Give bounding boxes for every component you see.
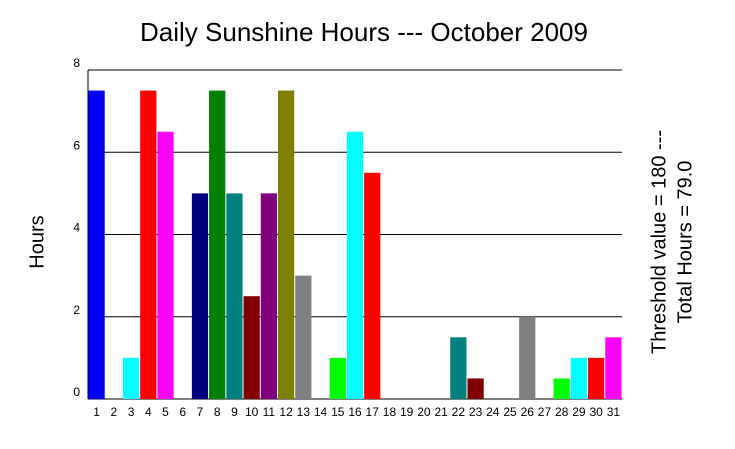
- x-tick-label: 12: [279, 405, 293, 419]
- x-tick-label: 13: [297, 405, 311, 419]
- bar: [226, 193, 243, 399]
- x-tick-label: 2: [110, 405, 117, 419]
- x-tick-label: 10: [245, 405, 259, 419]
- bar: [588, 357, 605, 399]
- x-tick-label: 23: [469, 405, 483, 419]
- x-tick-label: 11: [263, 405, 276, 419]
- x-tick-label: 19: [400, 405, 414, 419]
- x-tick-label: 18: [383, 405, 397, 419]
- x-tick-label: 14: [314, 405, 328, 419]
- x-tick-label: 9: [231, 405, 238, 419]
- x-tick-label: 30: [589, 405, 603, 419]
- x-tick-label: 29: [572, 405, 586, 419]
- bar: [364, 172, 381, 399]
- x-tick-label: 15: [331, 405, 345, 419]
- bar: [467, 378, 484, 399]
- y-tick-label: 0: [73, 385, 80, 399]
- bar: [277, 90, 295, 399]
- y-tick-label: 8: [73, 56, 80, 70]
- annotation: Threshold value = 180 ---: [648, 130, 670, 354]
- annotation: Total Hours = 79.0: [674, 161, 696, 324]
- x-tick-label: 5: [162, 405, 169, 419]
- bar: [519, 316, 536, 399]
- bar: [329, 357, 346, 399]
- x-tick-label: 26: [521, 405, 535, 419]
- x-tick-label: 4: [145, 405, 152, 419]
- x-tick-label: 31: [607, 405, 621, 419]
- y-tick-label: 2: [73, 303, 80, 317]
- y-axis-label: Hours: [26, 215, 48, 268]
- bar: [157, 131, 174, 399]
- bar: [450, 337, 467, 399]
- bar: [553, 378, 570, 399]
- x-tick-label: 22: [452, 405, 466, 419]
- bar: [260, 193, 277, 399]
- x-tick-label: 3: [128, 405, 135, 419]
- x-tick-label: 7: [197, 405, 204, 419]
- bar: [295, 275, 312, 399]
- x-tick-label: 8: [214, 405, 221, 419]
- x-tick-label: 28: [555, 405, 569, 419]
- bar: [88, 90, 105, 399]
- bar: [605, 337, 622, 399]
- bar: [191, 193, 209, 399]
- chart-title: Daily Sunshine Hours --- October 2009: [140, 17, 588, 47]
- x-tick-label: 20: [417, 405, 431, 419]
- y-tick-label: 6: [73, 138, 80, 152]
- x-tick-label: 1: [93, 405, 100, 419]
- bar: [209, 90, 226, 399]
- bar: [140, 90, 157, 399]
- bar: [346, 131, 364, 399]
- x-tick-label: 16: [348, 405, 362, 419]
- bar: [570, 357, 588, 399]
- bar: [243, 296, 260, 399]
- x-tick-label: 6: [179, 405, 186, 419]
- x-tick-label: 24: [486, 405, 500, 419]
- bar: [122, 357, 140, 399]
- x-tick-label: 27: [538, 405, 552, 419]
- x-tick-label: 21: [434, 405, 448, 419]
- x-tick-label: 25: [503, 405, 517, 419]
- y-tick-label: 4: [73, 221, 80, 235]
- x-tick-label: 17: [366, 405, 380, 419]
